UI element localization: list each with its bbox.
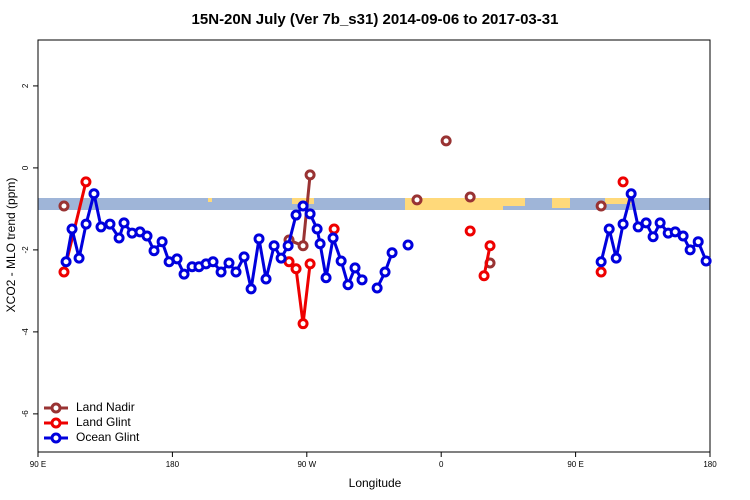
point <box>238 251 250 263</box>
point <box>118 217 130 229</box>
point <box>595 200 607 212</box>
x-tick-label: 0 <box>439 460 444 469</box>
point <box>290 263 302 275</box>
y-tick-label: -2 <box>21 246 30 254</box>
y-tick-label: -6 <box>21 410 30 418</box>
point <box>260 273 272 285</box>
point <box>148 245 160 257</box>
point <box>58 266 70 278</box>
point <box>595 256 607 268</box>
point <box>684 244 696 256</box>
x-tick-label: 180 <box>166 460 180 469</box>
point <box>335 255 347 267</box>
point <box>647 231 659 243</box>
point <box>484 257 496 269</box>
point <box>171 253 183 265</box>
point <box>632 221 644 233</box>
point <box>297 240 309 252</box>
y-tick-label: 0 <box>21 165 30 170</box>
point <box>304 208 316 220</box>
x-tick-label: 90 W <box>297 460 316 469</box>
point <box>156 236 168 248</box>
point <box>311 223 323 235</box>
legend-marker <box>50 402 62 414</box>
y-tick-label: 2 <box>21 83 30 88</box>
point <box>268 240 280 252</box>
point <box>178 268 190 280</box>
point <box>282 240 294 252</box>
point <box>113 232 125 244</box>
legend-label: Land Glint <box>76 415 131 429</box>
point <box>356 274 368 286</box>
point <box>223 257 235 269</box>
point <box>464 191 476 203</box>
point <box>700 255 712 267</box>
point <box>290 209 302 221</box>
point <box>595 266 607 278</box>
point <box>692 236 704 248</box>
legend-marker <box>50 417 62 429</box>
point <box>245 283 257 295</box>
point <box>328 223 340 235</box>
point <box>440 135 452 147</box>
legend-marker <box>50 432 62 444</box>
point <box>342 279 354 291</box>
point <box>104 218 116 230</box>
plot-frame <box>37 39 711 453</box>
point <box>141 230 153 242</box>
point <box>669 226 681 238</box>
point <box>640 217 652 229</box>
point <box>464 225 476 237</box>
chart-title: 15N-20N July (Ver 7b_s31) 2014-09-06 to … <box>192 11 559 28</box>
point <box>402 239 414 251</box>
point <box>411 194 423 206</box>
x-tick-label: 90 E <box>567 460 583 469</box>
point <box>677 230 689 242</box>
point <box>625 188 637 200</box>
point <box>304 258 316 270</box>
point <box>484 240 496 252</box>
x-tick-label: 90 E <box>30 460 46 469</box>
point <box>617 176 629 188</box>
point <box>73 252 85 264</box>
point <box>320 272 332 284</box>
point <box>349 262 361 274</box>
point <box>253 233 265 245</box>
x-axis-label: Longitude <box>349 476 402 490</box>
legend-label: Land Nadir <box>76 400 135 414</box>
point <box>610 252 622 264</box>
point <box>215 266 227 278</box>
point <box>603 223 615 235</box>
point <box>80 218 92 230</box>
legend-label: Ocean Glint <box>76 430 140 444</box>
point <box>617 218 629 230</box>
point <box>275 252 287 264</box>
point <box>66 223 78 235</box>
point <box>60 256 72 268</box>
point <box>58 200 70 212</box>
point <box>371 282 383 294</box>
y-axis-label: XCO2 - MLO trend (ppm) <box>4 178 18 313</box>
point <box>80 176 92 188</box>
point <box>297 318 309 330</box>
point <box>230 266 242 278</box>
point <box>327 232 339 244</box>
land-mask-band <box>38 198 710 210</box>
y-tick-label: -4 <box>21 328 30 336</box>
point <box>297 200 309 212</box>
point <box>207 256 219 268</box>
x-tick-label: 180 <box>703 460 717 469</box>
point <box>95 221 107 233</box>
point <box>379 266 391 278</box>
point <box>478 270 490 282</box>
point <box>314 238 326 250</box>
point <box>386 247 398 259</box>
point <box>304 169 316 181</box>
point <box>654 217 666 229</box>
point <box>88 188 100 200</box>
